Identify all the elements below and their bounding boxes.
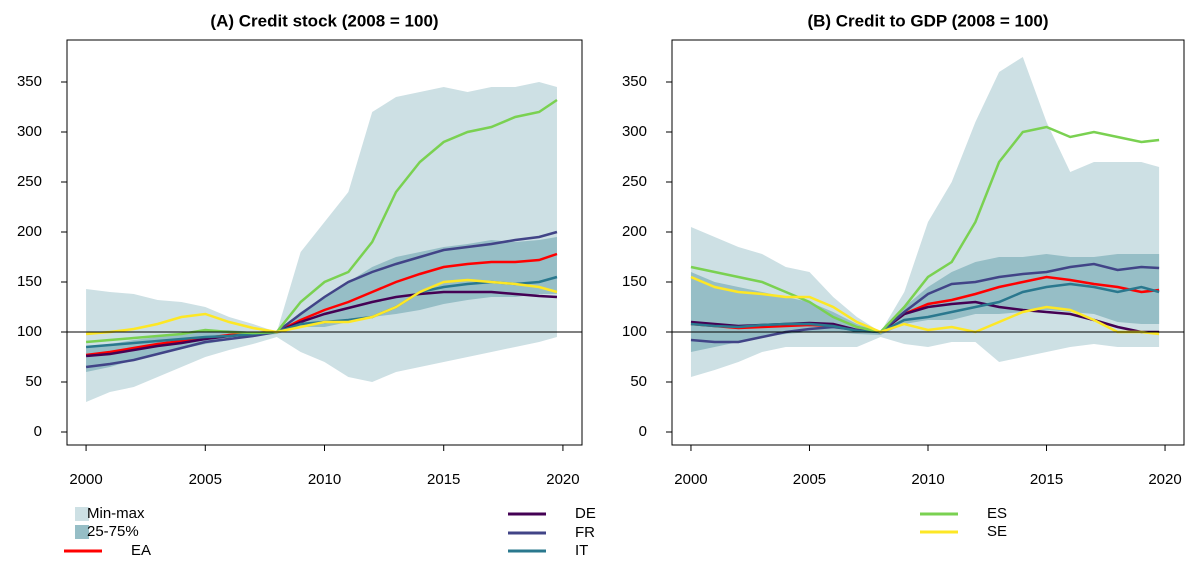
y-tick-label: 150 xyxy=(622,273,647,290)
y-tick-label: 300 xyxy=(622,123,647,140)
y-tick-label: 250 xyxy=(17,173,42,190)
x-tick-label: 2010 xyxy=(911,471,944,488)
series-line xyxy=(690,275,1160,334)
series-line xyxy=(690,275,1160,336)
legend-label: EA xyxy=(131,542,151,559)
legend-swatch xyxy=(75,507,89,521)
x-tick-label: 2005 xyxy=(793,471,826,488)
x-tick-label: 2005 xyxy=(189,471,222,488)
series-line xyxy=(690,262,1160,344)
legend-swatch xyxy=(75,525,89,539)
y-tick-label: 350 xyxy=(17,73,42,90)
legend-label: SE xyxy=(987,523,1007,540)
y-tick-label: 50 xyxy=(630,373,647,390)
series-line xyxy=(690,125,1160,334)
chart-title: (B) Credit to GDP (2008 = 100) xyxy=(807,11,1048,30)
y-tick-label: 100 xyxy=(622,323,647,340)
series-line xyxy=(85,98,558,344)
x-tick-label: 2000 xyxy=(69,471,102,488)
legend-label: FR xyxy=(575,524,595,541)
legend-label: 25-75% xyxy=(87,523,139,540)
y-tick-label: 150 xyxy=(17,273,42,290)
series-line xyxy=(85,290,558,358)
x-tick-label: 2000 xyxy=(674,471,707,488)
series-line xyxy=(85,278,558,336)
x-tick-label: 2020 xyxy=(546,471,579,488)
y-tick-label: 250 xyxy=(622,173,647,190)
series-line xyxy=(85,252,558,357)
y-tick-label: 300 xyxy=(17,123,42,140)
series-line xyxy=(85,230,558,369)
y-tick-label: 350 xyxy=(622,73,647,90)
x-tick-label: 2010 xyxy=(308,471,341,488)
legend-label: IT xyxy=(575,542,588,559)
legend-label: ES xyxy=(987,505,1007,522)
legend-label: DE xyxy=(575,505,596,522)
range-band xyxy=(86,82,557,402)
y-tick-label: 200 xyxy=(17,223,42,240)
y-tick-label: 0 xyxy=(639,423,647,440)
legend-label: Min-max xyxy=(87,505,145,522)
y-tick-label: 0 xyxy=(34,423,42,440)
series-line xyxy=(690,282,1160,334)
x-tick-label: 2015 xyxy=(1030,471,1063,488)
x-tick-label: 2015 xyxy=(427,471,460,488)
x-tick-label: 2020 xyxy=(1148,471,1181,488)
y-tick-label: 200 xyxy=(622,223,647,240)
y-tick-label: 50 xyxy=(25,373,42,390)
y-tick-label: 100 xyxy=(17,323,42,340)
chart-title: (A) Credit stock (2008 = 100) xyxy=(210,11,438,30)
